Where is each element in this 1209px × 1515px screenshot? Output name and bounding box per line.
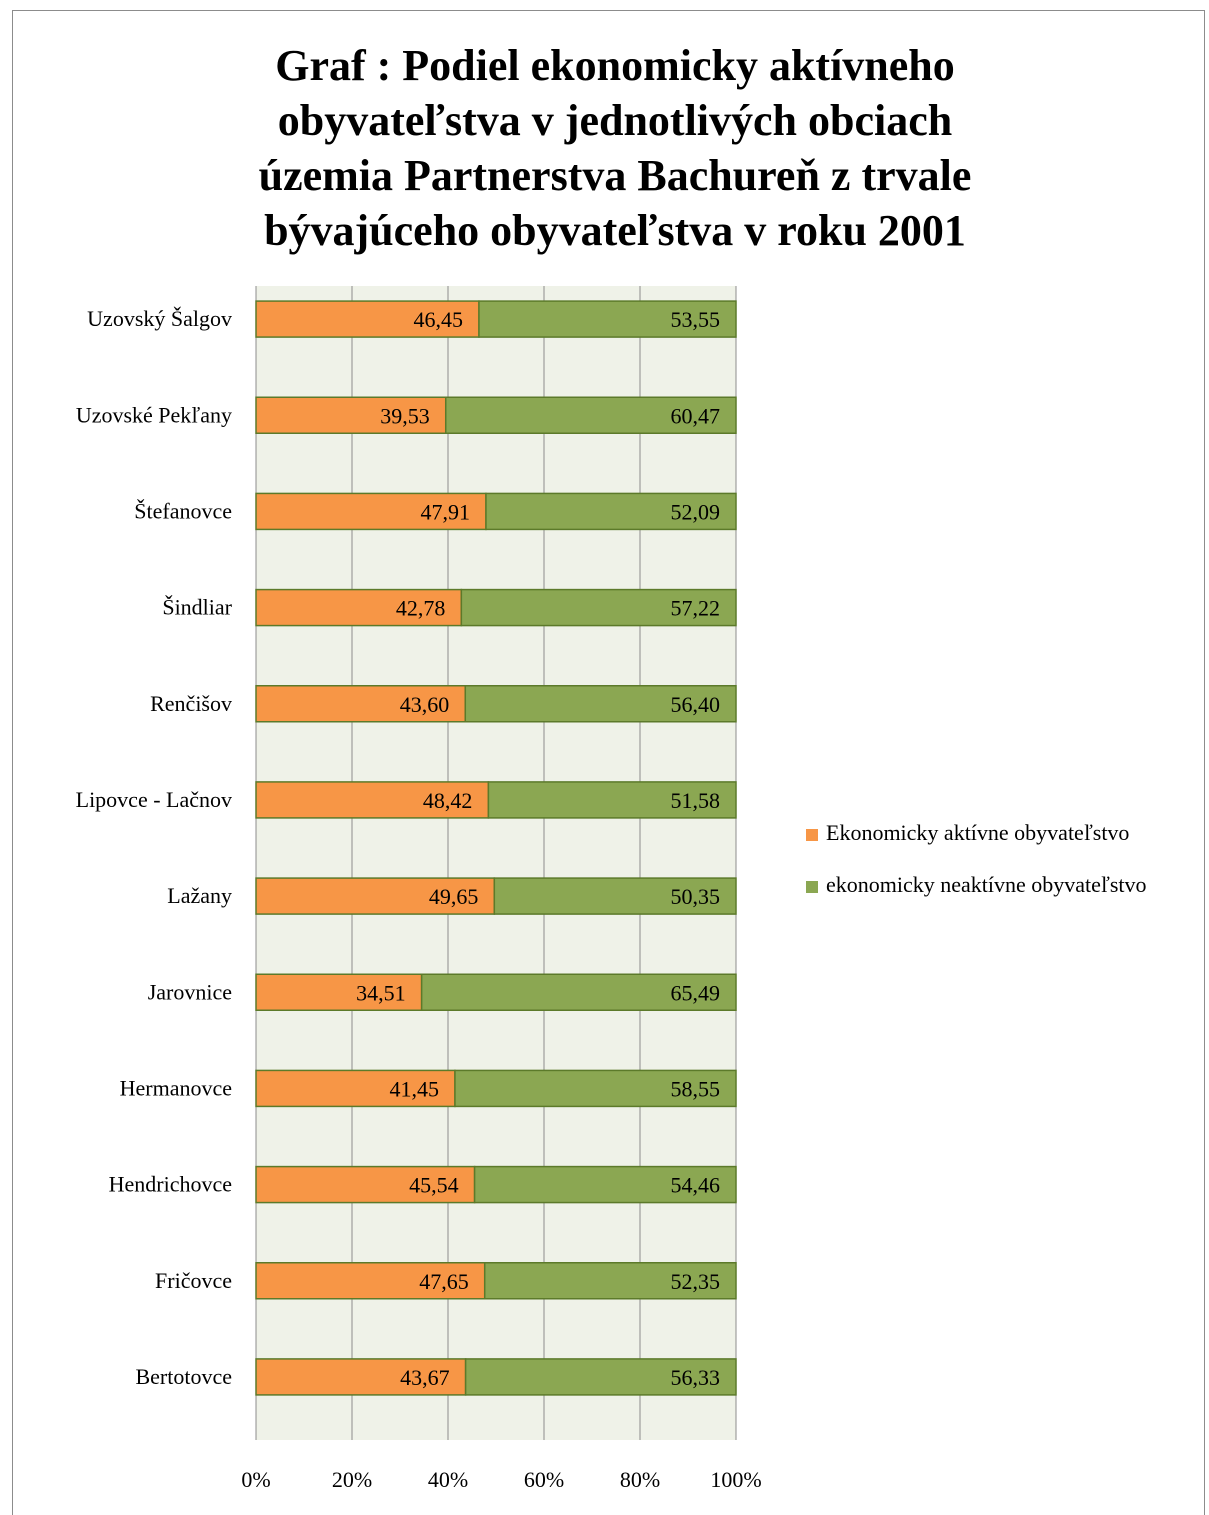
bar-inactive <box>478 300 737 338</box>
data-label: 39,53 <box>380 403 430 428</box>
legend-item-active: Ekonomicky aktívne obyvateľstvo <box>806 818 1201 848</box>
chart-title: Graf : Podiel ekonomicky aktívneho obyva… <box>150 38 1080 258</box>
category-label: Renčišov <box>150 691 232 716</box>
category-label: Uzovské Pekľany <box>76 402 232 427</box>
x-tick-label: 20% <box>332 1467 372 1492</box>
chart-title-line: obyvateľstva v jednotlivých obciach <box>277 96 953 145</box>
category-label: Jarovnice <box>148 979 232 1004</box>
bar-active <box>255 877 496 915</box>
x-tick-label: 80% <box>620 1467 660 1492</box>
data-label: 43,60 <box>400 692 450 717</box>
bar-active <box>255 492 487 531</box>
data-label: 52,09 <box>671 499 721 524</box>
bar-inactive <box>485 492 737 531</box>
legend: Ekonomicky aktívne obyvateľstvo ekonomic… <box>806 818 1201 922</box>
data-label: 47,65 <box>419 1269 469 1294</box>
data-label: 57,22 <box>671 596 721 621</box>
plot-area <box>256 286 736 1440</box>
x-tick-label: 40% <box>428 1467 468 1492</box>
bar-inactive <box>487 781 737 819</box>
legend-swatch-active <box>806 829 818 841</box>
bar-inactive <box>460 588 737 627</box>
data-label: 58,55 <box>671 1076 721 1101</box>
bar-active <box>255 1358 467 1396</box>
category-label: Lažany <box>167 883 232 908</box>
data-label: 54,46 <box>671 1173 721 1198</box>
bar-inactive <box>420 973 737 1011</box>
data-label: 47,91 <box>420 499 470 524</box>
legend-label-active: Ekonomicky aktívne obyvateľstvo <box>826 820 1130 845</box>
data-label: 43,67 <box>400 1365 450 1390</box>
bar-active <box>255 973 423 1011</box>
data-label: 60,47 <box>671 403 721 428</box>
data-label: 56,40 <box>671 692 721 717</box>
legend-item-inactive: ekonomicky neaktívne obyvateľstvo <box>806 870 1201 900</box>
bar-inactive <box>493 877 737 915</box>
category-label: Štefanovce <box>134 498 232 523</box>
data-label: 50,35 <box>671 884 721 909</box>
bar-active <box>255 300 480 338</box>
data-label: 53,55 <box>671 307 721 332</box>
category-label: Uzovský Šalgov <box>87 306 232 331</box>
bar-active <box>255 588 463 627</box>
category-label: Šindliar <box>162 595 232 620</box>
x-tick-label: 100% <box>710 1467 761 1492</box>
data-label: 52,35 <box>671 1269 721 1294</box>
data-label: 41,45 <box>389 1076 439 1101</box>
category-label: Hendrichovce <box>109 1172 232 1197</box>
data-label: 46,45 <box>413 307 463 332</box>
data-label: 34,51 <box>356 980 406 1005</box>
bar-active <box>255 1165 476 1204</box>
category-label: Bertotovce <box>135 1364 232 1389</box>
x-tick-label: 60% <box>524 1467 564 1492</box>
data-label: 56,33 <box>671 1365 721 1390</box>
bar-inactive <box>454 1069 737 1108</box>
chart-title-line: Graf : Podiel ekonomicky aktívneho <box>275 41 955 90</box>
legend-label-inactive: ekonomicky neaktívne obyvateľstvo <box>826 872 1147 897</box>
chart-title-line: bývajúceho obyvateľstva v roku 2001 <box>264 206 966 255</box>
bar-inactive <box>483 1262 737 1300</box>
data-label: 65,49 <box>671 980 721 1005</box>
data-label: 42,78 <box>396 596 446 621</box>
legend-swatch-inactive <box>806 881 818 893</box>
bar-inactive <box>464 685 737 723</box>
data-label: 45,54 <box>409 1173 459 1198</box>
x-tick-label: 0% <box>241 1467 270 1492</box>
category-label: Fričovce <box>155 1268 232 1293</box>
chart-title-line: územia Partnerstva Bachureň z trvale <box>258 151 972 200</box>
bar-active <box>255 1262 486 1300</box>
data-label: 51,58 <box>671 788 721 813</box>
chart-frame <box>12 10 1205 1515</box>
bar-inactive <box>444 396 737 434</box>
data-label: 48,42 <box>423 788 473 813</box>
data-label: 49,65 <box>429 884 479 909</box>
category-label: Lipovce - Lačnov <box>76 787 232 812</box>
category-label: Hermanovce <box>120 1075 232 1100</box>
bar-active <box>255 396 447 434</box>
bar-inactive <box>464 1358 737 1396</box>
bar-inactive <box>473 1165 737 1204</box>
